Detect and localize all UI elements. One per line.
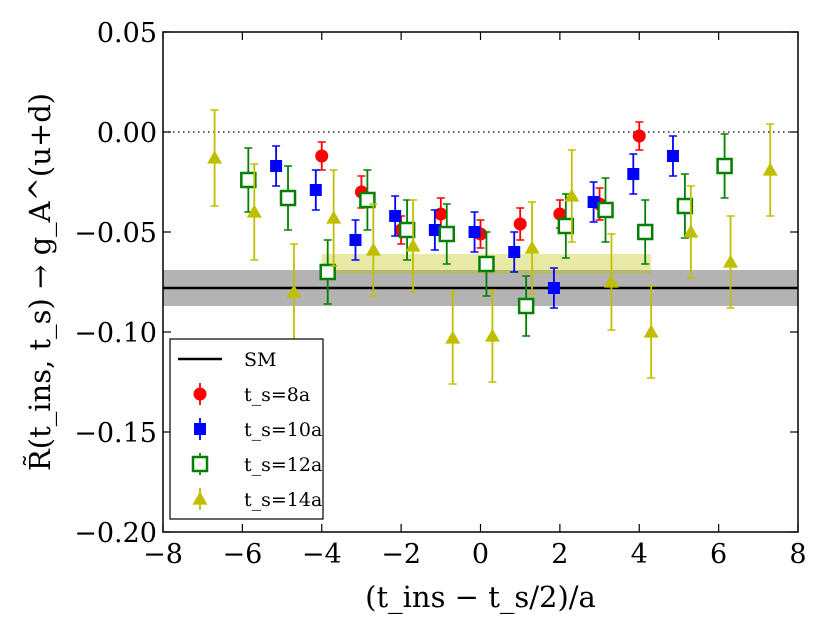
y-tick-label: 0.00 bbox=[97, 118, 157, 149]
data-point bbox=[468, 226, 481, 238]
data-point bbox=[508, 246, 521, 258]
legend-entry-1: t_s=8a bbox=[193, 383, 310, 406]
x-tick-label: 2 bbox=[551, 539, 568, 570]
x-tick-label: 4 bbox=[631, 539, 648, 570]
y-tick-label: −0.15 bbox=[74, 418, 157, 449]
data-point bbox=[445, 330, 461, 344]
data-point bbox=[246, 204, 262, 218]
series-3 bbox=[240, 133, 733, 337]
data-point bbox=[587, 196, 600, 208]
x-tick-label: −6 bbox=[222, 539, 262, 570]
axis-titles: (t_ins − t_s/2)/a R̃(t_ins, t_s) → g_A^(u… bbox=[23, 93, 596, 615]
data-point bbox=[309, 184, 322, 196]
y-tick-label: −0.20 bbox=[74, 518, 157, 549]
data-point bbox=[597, 201, 614, 219]
data-point bbox=[547, 282, 560, 294]
legend-entry-2: t_s=10a bbox=[194, 418, 322, 441]
data-point bbox=[603, 274, 619, 288]
series-layer bbox=[207, 109, 778, 385]
data-point bbox=[398, 221, 416, 239]
x-tick-label: 8 bbox=[789, 539, 806, 570]
data-point bbox=[553, 207, 567, 221]
data-point bbox=[270, 160, 283, 172]
x-tick-label: 6 bbox=[710, 539, 727, 570]
ticks-layer: −8 −6 −4 −2 0 2 4 6 8 −0.20 −0.15 −0.10 −0.05 0.00 0.0… bbox=[74, 18, 806, 570]
legend-entry-4: t_s=14a bbox=[192, 488, 322, 511]
x-tick-label: −2 bbox=[381, 539, 421, 570]
data-point bbox=[517, 297, 535, 315]
series-4 bbox=[207, 109, 778, 385]
legend: SM t_s=8a t_s=10a t_s=12a t_s=14a bbox=[169, 338, 324, 520]
data-point bbox=[666, 150, 679, 162]
data-point bbox=[723, 254, 739, 268]
x-axis-title: (t_ins − t_s/2)/a bbox=[365, 580, 596, 615]
data-point bbox=[564, 188, 580, 202]
legend-entry-3: t_s=12a bbox=[191, 453, 322, 476]
data-point bbox=[207, 150, 223, 164]
y-tick-label: 0.05 bbox=[97, 18, 157, 49]
data-point bbox=[315, 149, 329, 163]
series-2 bbox=[270, 135, 679, 309]
y-axis-title: R̃(t_ins, t_s) → g_A^(u+d) bbox=[23, 93, 58, 471]
data-point bbox=[557, 217, 575, 235]
data-point bbox=[319, 263, 336, 281]
data-point bbox=[636, 223, 654, 241]
legend-label: t_s=14a bbox=[244, 489, 322, 511]
legend-marker bbox=[191, 455, 209, 473]
data-point bbox=[240, 171, 257, 189]
legend-label: t_s=8a bbox=[244, 384, 310, 406]
legend-marker bbox=[192, 491, 208, 505]
data-point bbox=[405, 238, 421, 252]
data-point bbox=[359, 191, 376, 209]
data-point bbox=[484, 328, 500, 342]
data-point bbox=[279, 189, 297, 207]
y-tick-label: −0.10 bbox=[74, 318, 157, 349]
legend-sm-label: SM bbox=[244, 349, 276, 371]
bands-layer bbox=[163, 131, 798, 306]
data-point bbox=[326, 210, 342, 224]
legend-label: t_s=12a bbox=[244, 454, 322, 476]
data-point bbox=[683, 224, 699, 238]
data-point bbox=[349, 234, 362, 246]
x-tick-label: −4 bbox=[302, 539, 342, 570]
data-point bbox=[513, 217, 527, 231]
data-point bbox=[643, 324, 659, 338]
data-point bbox=[762, 162, 778, 176]
data-point bbox=[627, 168, 640, 180]
legend-label: t_s=10a bbox=[244, 419, 322, 441]
legend-marker bbox=[193, 387, 207, 401]
data-point bbox=[632, 129, 646, 143]
data-point bbox=[389, 210, 402, 222]
legend-marker bbox=[194, 423, 206, 435]
x-tick-label: −8 bbox=[143, 539, 183, 570]
data-point bbox=[438, 225, 456, 243]
data-point bbox=[286, 284, 302, 298]
x-tick-label: 0 bbox=[472, 539, 489, 570]
data-point bbox=[478, 255, 495, 273]
data-point bbox=[524, 240, 540, 254]
data-point bbox=[365, 242, 381, 256]
data-point bbox=[428, 224, 441, 236]
data-point bbox=[676, 197, 694, 215]
y-tick-label: −0.05 bbox=[74, 218, 157, 249]
data-point bbox=[716, 157, 733, 175]
